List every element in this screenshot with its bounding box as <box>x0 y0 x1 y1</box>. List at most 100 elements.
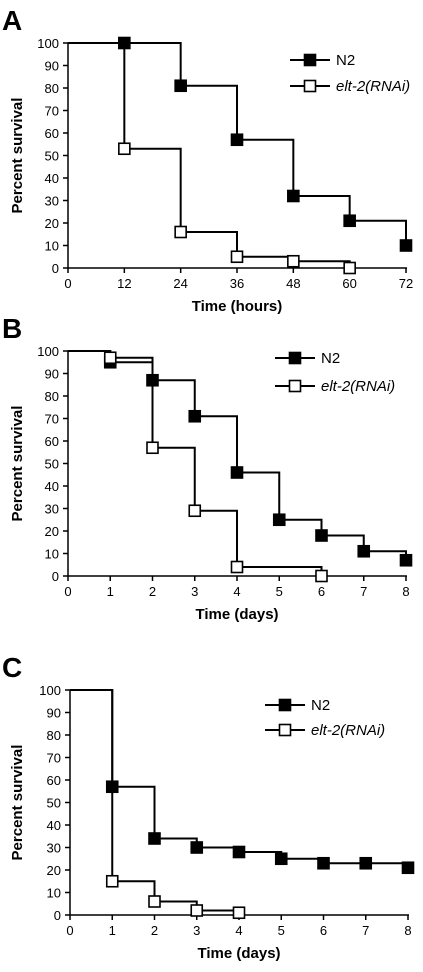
data-point-elt2 <box>190 904 204 917</box>
x-tick-label: 8 <box>402 584 409 599</box>
y-tick-label: 50 <box>45 149 59 164</box>
data-point-n2 <box>343 214 356 228</box>
x-tick-label: 3 <box>193 923 200 938</box>
y-axis-title: Percent survival <box>9 98 26 214</box>
data-point-elt2 <box>174 225 187 239</box>
y-tick-label: 80 <box>47 728 61 743</box>
x-tick-label: 12 <box>117 276 131 291</box>
data-point-elt2 <box>105 874 119 888</box>
y-tick-label: 80 <box>45 81 59 96</box>
legend-label: N2 <box>336 52 355 69</box>
x-tick-label: 7 <box>360 584 367 599</box>
x-tick-label: 0 <box>64 584 71 599</box>
data-point-n2 <box>232 845 246 859</box>
data-point-elt2 <box>148 895 161 908</box>
y-tick-label: 50 <box>45 457 59 472</box>
panel-letter: A <box>2 5 22 36</box>
x-tick-label: 5 <box>278 923 285 938</box>
data-point-n2 <box>230 133 244 147</box>
y-tick-label: 10 <box>45 239 59 254</box>
x-axis-title: Time (days) <box>197 945 280 962</box>
x-axis-title: Time (hours) <box>192 298 283 315</box>
y-tick-label: 100 <box>37 36 59 51</box>
y-tick-label: 0 <box>52 569 59 584</box>
data-point-elt2 <box>118 142 131 156</box>
data-point-n2 <box>148 832 161 845</box>
y-tick-label: 0 <box>54 908 61 923</box>
x-tick-label: 60 <box>342 276 356 291</box>
x-tick-label: 36 <box>230 276 244 291</box>
y-tick-label: 100 <box>39 683 61 698</box>
x-tick-label: 2 <box>151 923 158 938</box>
legend-marker <box>278 698 292 712</box>
data-point-n2 <box>188 409 202 423</box>
data-point-elt2 <box>343 261 356 275</box>
legend-label: N2 <box>321 350 340 367</box>
data-point-n2 <box>272 513 286 527</box>
y-tick-label: 60 <box>45 434 59 449</box>
x-tick-label: 24 <box>173 276 187 291</box>
legend-marker <box>288 351 302 365</box>
x-tick-label: 1 <box>109 923 116 938</box>
data-point-n2 <box>399 553 413 567</box>
y-tick-label: 30 <box>45 502 59 517</box>
y-tick-label: 90 <box>47 706 61 721</box>
y-tick-label: 90 <box>45 367 59 382</box>
x-tick-label: 6 <box>318 584 325 599</box>
y-tick-label: 10 <box>47 886 61 901</box>
data-point-elt2 <box>188 504 202 518</box>
y-tick-label: 20 <box>45 524 59 539</box>
y-tick-label: 40 <box>47 818 61 833</box>
legend-marker <box>303 53 317 67</box>
data-point-n2 <box>359 856 373 870</box>
panel-letter: B <box>2 313 22 344</box>
series-line-elt2 <box>68 42 351 268</box>
y-tick-label: 50 <box>47 796 61 811</box>
data-point-n2 <box>174 79 187 93</box>
data-point-n2 <box>274 852 288 866</box>
panel-letter: C <box>2 652 22 683</box>
data-point-elt2 <box>146 441 159 455</box>
y-tick-label: 80 <box>45 389 59 404</box>
data-point-n2 <box>315 529 328 542</box>
y-tick-label: 20 <box>45 216 59 231</box>
data-point-elt2 <box>103 351 117 365</box>
data-point-elt2 <box>230 560 244 574</box>
y-tick-label: 20 <box>47 863 61 878</box>
x-tick-label: 72 <box>399 276 413 291</box>
data-point-elt2 <box>287 254 300 268</box>
legend-marker <box>303 79 317 93</box>
series-line-n2 <box>70 689 409 868</box>
x-axis-title: Time (days) <box>195 606 278 623</box>
y-axis-title: Percent survival <box>9 406 26 522</box>
x-tick-label: 4 <box>233 584 240 599</box>
data-point-n2 <box>230 466 244 479</box>
x-tick-label: 6 <box>320 923 327 938</box>
x-tick-label: 48 <box>286 276 300 291</box>
panel-a: A 0 12 24 36 48 60 72 0 10 20 30 40 50 60 70 80 90 100 Time… <box>2 5 413 315</box>
y-tick-label: 30 <box>45 194 59 209</box>
x-tick-label: 1 <box>107 584 114 599</box>
legend-label: elt-2(RNAi) <box>336 78 410 95</box>
legend-label: N2 <box>311 697 330 714</box>
x-tick-label: 8 <box>404 923 411 938</box>
y-tick-label: 30 <box>47 841 61 856</box>
y-tick-label: 10 <box>45 547 59 562</box>
data-point-n2 <box>287 189 300 203</box>
data-point-n2 <box>317 856 330 870</box>
x-tick-label: 0 <box>66 923 73 938</box>
legend-marker <box>278 723 292 737</box>
data-point-elt2 <box>315 569 328 583</box>
data-point-elt2 <box>230 250 244 264</box>
data-point-n2 <box>399 239 413 252</box>
y-tick-label: 0 <box>52 261 59 276</box>
legend-label: elt-2(RNAi) <box>321 378 395 395</box>
y-axis-title: Percent survival <box>9 745 26 861</box>
x-tick-label: 0 <box>64 276 71 291</box>
x-tick-label: 2 <box>149 584 156 599</box>
series-line-n2 <box>68 42 407 246</box>
legend-label: elt-2(RNAi) <box>311 722 385 739</box>
